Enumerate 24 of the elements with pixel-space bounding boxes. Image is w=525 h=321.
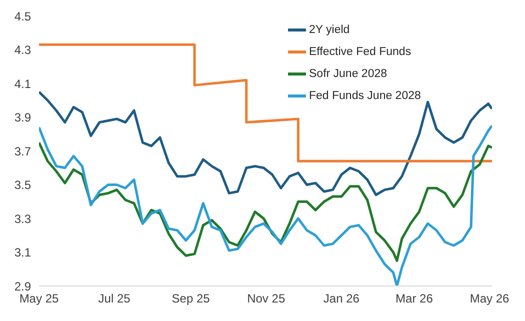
x-tick-label: Mar 26 — [396, 292, 434, 306]
y-tick-label: 4.5 — [14, 9, 32, 24]
legend-label: Fed Funds June 2028 — [309, 90, 421, 102]
y-tick-label: 3.9 — [14, 110, 32, 125]
x-tick-label: Jan 26 — [323, 292, 360, 306]
legend-label: Effective Fed Funds — [309, 46, 412, 58]
x-tick-label: May 25 — [19, 292, 59, 306]
y-tick-label: 4.1 — [14, 76, 32, 91]
x-tick-label: Sep 25 — [172, 292, 210, 306]
y-tick-label: 4.3 — [14, 43, 32, 58]
line-series — [39, 141, 492, 262]
y-tick-label: 3.7 — [14, 144, 32, 158]
y-tick-label: 3.3 — [14, 212, 32, 226]
legend-label: Sofr June 2028 — [309, 68, 388, 80]
legend-label: 2Y yield — [309, 24, 350, 36]
x-tick-label: Nov 25 — [247, 292, 286, 306]
y-tick-label: 3.1 — [14, 246, 32, 260]
line-series — [39, 43, 492, 162]
x-tick-label: May 26 — [470, 292, 510, 306]
line-series — [39, 90, 492, 196]
y-tick-label: 2.9 — [14, 279, 32, 294]
line-series — [39, 124, 492, 286]
y-tick-label: 3.5 — [14, 178, 32, 192]
x-tick-label: Jul 25 — [98, 292, 131, 306]
